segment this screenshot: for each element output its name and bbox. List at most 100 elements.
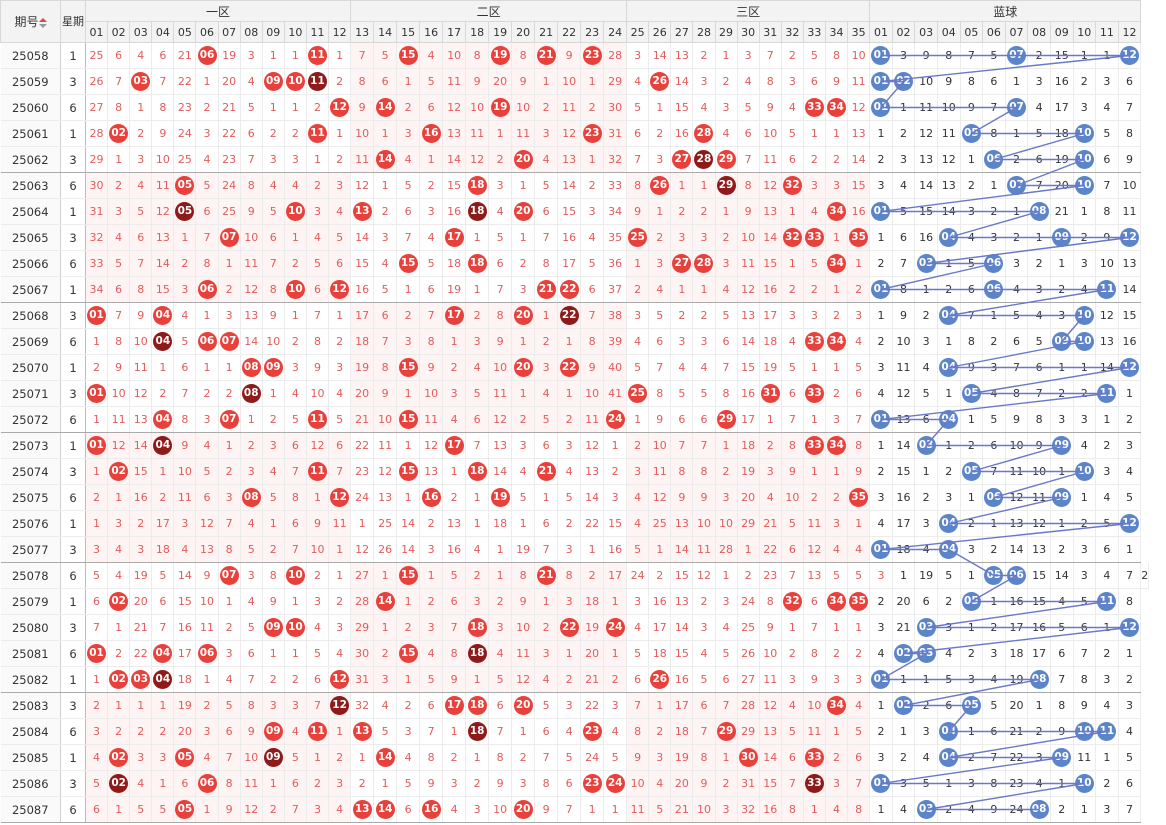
omission-cell: 1 bbox=[982, 302, 1006, 329]
omission-cell: 1 bbox=[580, 536, 605, 563]
blue-ball-mark: 05 bbox=[961, 592, 981, 611]
omission-cell: 7 bbox=[284, 536, 307, 563]
omission-cell: 1 bbox=[626, 406, 650, 433]
omission-cell: 1 bbox=[107, 796, 131, 823]
week-cell: 3 bbox=[60, 68, 86, 95]
repeat-red-ball: 18 bbox=[467, 722, 487, 741]
omission-cell: 3 bbox=[670, 224, 694, 251]
omission-cell: 6 bbox=[107, 42, 131, 69]
issue-column-header[interactable]: 期号 bbox=[0, 0, 61, 43]
omission-cell: 6 bbox=[803, 588, 826, 615]
red-ball: 02 bbox=[107, 458, 131, 485]
omission-cell: 1 bbox=[107, 484, 131, 511]
table-row: 25085 1 4 02 3 3 05 4 7 10 09 5 1 2 1 14 4 8 2 1 8 2 7 5 24 5 9 3 19… bbox=[0, 744, 1149, 771]
omission-cell: 5 bbox=[1095, 510, 1119, 537]
omission-cell: 40 bbox=[603, 354, 628, 381]
omission-cell: 1 bbox=[847, 250, 871, 277]
red-number-header: 16 bbox=[419, 21, 444, 43]
omission-cell: 1 bbox=[1073, 42, 1097, 69]
omission-cell: 3 bbox=[869, 562, 893, 589]
blue-ball: 01 bbox=[869, 68, 893, 95]
omission-cell: 2 bbox=[262, 666, 285, 693]
omission-cell: 3 bbox=[892, 42, 916, 69]
omission-cell: 29 bbox=[85, 146, 109, 173]
omission-cell: 2 bbox=[1050, 796, 1074, 823]
omission-cell: 28 bbox=[737, 692, 760, 719]
red-ball-mark: 21 bbox=[536, 462, 556, 481]
red-number-header: 32 bbox=[780, 21, 804, 43]
omission-cell: 3 bbox=[982, 354, 1006, 381]
omission-cell: 10 bbox=[488, 354, 513, 381]
omission-cell: 7 bbox=[151, 614, 175, 641]
omission-cell: 8 bbox=[534, 770, 559, 797]
red-ball: 04 bbox=[151, 666, 175, 693]
omission-cell: 3 bbox=[960, 666, 984, 693]
omission-cell: 2 bbox=[419, 588, 444, 615]
issue-cell: 25069 bbox=[0, 328, 61, 355]
omission-cell: 9 bbox=[1118, 146, 1142, 173]
omission-cell: 9 bbox=[173, 432, 197, 459]
omission-cell: 4 bbox=[107, 536, 131, 563]
omission-cell: 1 bbox=[825, 354, 849, 381]
omission-cell: 2 bbox=[396, 614, 421, 641]
omission-cell: 7 bbox=[781, 406, 804, 433]
omission-cell: 2 bbox=[511, 250, 536, 277]
omission-cell: 5 bbox=[151, 796, 175, 823]
omission-cell: 3 bbox=[240, 458, 263, 485]
omission-cell: 3 bbox=[218, 640, 241, 667]
week-cell: 6 bbox=[60, 328, 86, 355]
red-ball: 24 bbox=[603, 614, 628, 641]
omission-cell: 2 bbox=[350, 770, 375, 797]
omission-cell: 25 bbox=[218, 198, 241, 225]
omission-cell: 4 bbox=[488, 640, 513, 667]
omission-cell: 13 bbox=[1095, 328, 1119, 355]
red-ball: 05 bbox=[173, 796, 197, 823]
red-ball-mark: 27 bbox=[672, 150, 692, 169]
omission-cell: 6 bbox=[626, 666, 650, 693]
blue-ball-mark: 04 bbox=[939, 410, 959, 429]
red-ball-mark: 25 bbox=[628, 384, 648, 403]
omission-cell: 25 bbox=[373, 510, 398, 537]
omission-cell: 1 bbox=[914, 666, 938, 693]
omission-cell: 21 bbox=[759, 510, 782, 537]
table-row: 25060 6 27 8 1 8 23 2 21 5 1 1 2 12 9 14 2 6 12 10 19 10 2 11 2 3… bbox=[0, 94, 1149, 121]
omission-cell: 1 bbox=[1118, 380, 1142, 407]
blue-ball: 01 bbox=[869, 94, 893, 121]
week-cell: 6 bbox=[60, 94, 86, 121]
blue-ball: 01 bbox=[869, 536, 893, 563]
omission-cell: 17 bbox=[1005, 614, 1029, 641]
omission-cell: 6 bbox=[534, 198, 559, 225]
omission-cell: 23 bbox=[218, 146, 241, 173]
red-ball-mark: 21 bbox=[536, 46, 556, 65]
omission-cell: 8 bbox=[1118, 588, 1142, 615]
blue-ball: 11 bbox=[1095, 276, 1119, 303]
week-cell: 3 bbox=[60, 224, 86, 251]
omission-cell: 23 bbox=[350, 458, 375, 485]
red-ball-mark: 18 bbox=[467, 696, 487, 715]
omission-cell: 2 bbox=[1005, 146, 1029, 173]
red-number-header: 06 bbox=[195, 21, 219, 43]
omission-cell: 6 bbox=[914, 588, 938, 615]
omission-cell: 13 bbox=[442, 510, 467, 537]
omission-cell: 16 bbox=[670, 120, 694, 147]
omission-cell: 7 bbox=[960, 42, 984, 69]
omission-cell: 2 bbox=[1095, 432, 1119, 459]
zone-3-header: 三区 bbox=[626, 0, 871, 22]
red-ball: 28 bbox=[692, 120, 716, 147]
red-ball-mark: 24 bbox=[605, 774, 625, 793]
blue-ball-mark: 12 bbox=[1119, 618, 1139, 637]
omission-cell: 1 bbox=[350, 510, 375, 537]
omission-cell: 10 bbox=[914, 68, 938, 95]
omission-cell: 10 bbox=[759, 120, 782, 147]
omission-cell: 9 bbox=[442, 666, 467, 693]
red-ball-mark: 11 bbox=[307, 462, 327, 481]
red-ball: 29 bbox=[715, 718, 738, 745]
blue-ball-mark: 01 bbox=[871, 410, 891, 429]
omission-cell: 1 bbox=[465, 276, 490, 303]
omission-cell: 24 bbox=[1005, 796, 1029, 823]
sort-icon[interactable] bbox=[38, 17, 47, 28]
red-ball: 34 bbox=[825, 198, 849, 225]
omission-cell: 12 bbox=[1027, 510, 1051, 537]
omission-cell: 12 bbox=[350, 536, 375, 563]
omission-cell: 4 bbox=[419, 42, 444, 69]
